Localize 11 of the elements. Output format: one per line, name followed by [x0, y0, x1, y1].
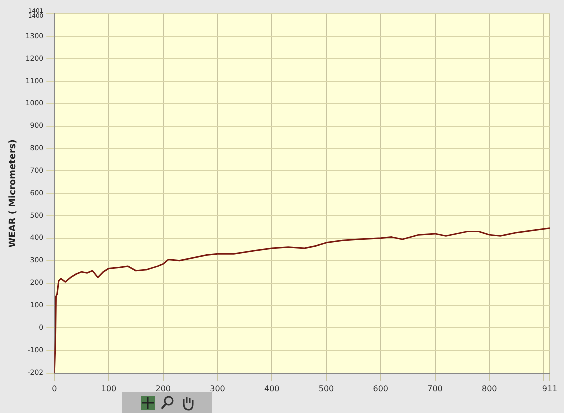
x-tick-label: 800	[482, 384, 498, 394]
x-tick-label: 300	[210, 384, 226, 394]
x-tick-label: 100	[101, 384, 117, 394]
x-tick-label: 500	[318, 384, 334, 394]
x-tick-label: 700	[428, 384, 443, 394]
x-tick-label: 0	[52, 384, 58, 394]
x-tick-label: 911	[542, 384, 558, 394]
x-tick-label: 600	[373, 384, 389, 394]
y-axis-title: WEAR ( Micrometers)	[8, 140, 19, 248]
x-tick-label: 400	[264, 384, 280, 394]
x-tick-label: 200	[156, 384, 172, 394]
